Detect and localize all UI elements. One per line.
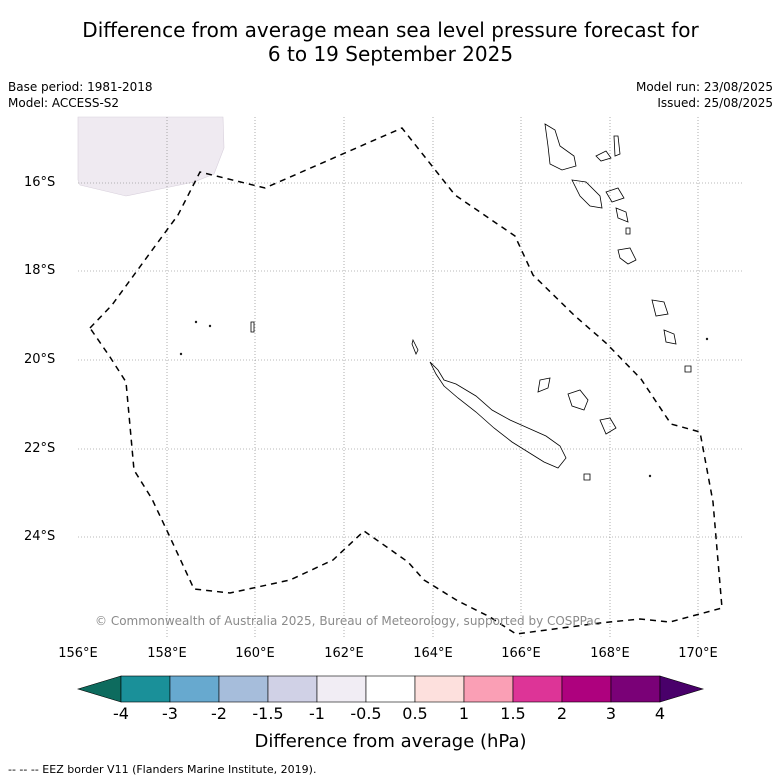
anomaly-patch bbox=[77, 116, 225, 197]
lon-label-156e: 156°E bbox=[58, 646, 98, 661]
colorbar-swatch bbox=[365, 675, 416, 703]
colorbar-tick-label: 0.5 bbox=[402, 704, 428, 723]
colorbar-tick-label: -1.5 bbox=[252, 704, 284, 723]
new-caledonia bbox=[411, 338, 617, 481]
colorbar-swatch bbox=[267, 675, 318, 703]
colorbar-swatch bbox=[169, 675, 220, 703]
colorbar-swatch bbox=[512, 675, 563, 703]
colorbar-swatch bbox=[316, 675, 367, 703]
lon-label-158e: 158°E bbox=[147, 646, 187, 661]
issued-date: Issued: 25/08/2025 bbox=[657, 96, 773, 110]
lon-label-164e: 164°E bbox=[413, 646, 453, 661]
meta-right: Model run: 23/08/2025 Issued: 25/08/2025 bbox=[636, 79, 773, 111]
colorbar-swatch bbox=[120, 675, 171, 703]
base-period: Base period: 1981-2018 bbox=[8, 80, 153, 94]
lat-label-22s: 22°S bbox=[24, 441, 56, 456]
lat-label-18s: 18°S bbox=[24, 263, 56, 278]
colorbar-tick-label: -1 bbox=[309, 704, 325, 723]
colorbar-tick-label: -3 bbox=[162, 704, 178, 723]
colorbar bbox=[76, 675, 705, 703]
map-title: Difference from average mean sea level p… bbox=[0, 18, 781, 66]
colorbar-swatch bbox=[414, 675, 465, 703]
lon-label-170e: 170°E bbox=[678, 646, 718, 661]
eez-border bbox=[89, 127, 723, 635]
map-frame bbox=[78, 117, 743, 637]
lon-label-160e: 160°E bbox=[235, 646, 275, 661]
colorbar-swatch bbox=[218, 675, 269, 703]
colorbar-swatch bbox=[561, 675, 612, 703]
colorbar-tick-label: 4 bbox=[654, 704, 666, 723]
colorbar-tick-label: -4 bbox=[113, 704, 129, 723]
colorbar-tick-label: 3 bbox=[605, 704, 617, 723]
lat-label-24s: 24°S bbox=[24, 529, 56, 544]
small-islands bbox=[179, 320, 709, 478]
vanuatu-islands bbox=[544, 123, 692, 373]
model-name: Model: ACCESS-S2 bbox=[8, 96, 120, 110]
colorbar-title: Difference from average (hPa) bbox=[254, 731, 527, 752]
colorbar-swatch bbox=[610, 675, 661, 703]
colorbar-extend-high bbox=[659, 675, 705, 703]
title-line-2: 6 to 19 September 2025 bbox=[267, 42, 514, 66]
lat-label-20s: 20°S bbox=[24, 352, 56, 367]
model-run: Model run: 23/08/2025 bbox=[635, 80, 773, 94]
colorbar-tick-label: 2 bbox=[556, 704, 568, 723]
title-line-1: Difference from average mean sea level p… bbox=[82, 18, 699, 42]
lon-label-166e: 166°E bbox=[501, 646, 541, 661]
eez-legend-note: -- -- -- EEZ border V11 (Flanders Marine… bbox=[8, 763, 317, 776]
colorbar-tick-label: 1.5 bbox=[500, 704, 526, 723]
lat-label-16s: 16°S bbox=[24, 175, 56, 190]
colorbar-tick-label: 1 bbox=[458, 704, 470, 723]
copyright-notice: © Commonwealth of Australia 2025, Bureau… bbox=[95, 614, 601, 628]
lon-label-168e: 168°E bbox=[590, 646, 630, 661]
colorbar-extend-low bbox=[76, 675, 122, 703]
colorbar-tick-label: -2 bbox=[211, 704, 227, 723]
meta-left: Base period: 1981-2018 Model: ACCESS-S2 bbox=[8, 79, 153, 111]
colorbar-tick-label: -0.5 bbox=[350, 704, 382, 723]
lon-label-162e: 162°E bbox=[324, 646, 364, 661]
colorbar-swatch bbox=[463, 675, 514, 703]
